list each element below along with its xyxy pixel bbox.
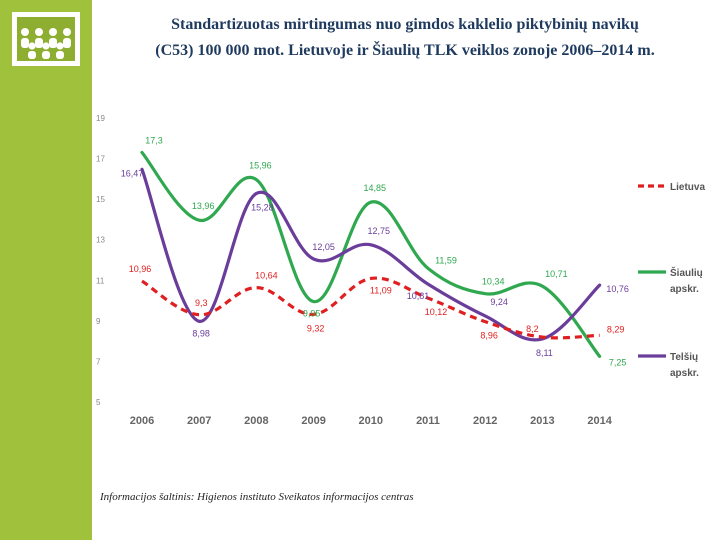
data-label: 13,96: [192, 201, 215, 211]
data-label: 15,28: [251, 202, 274, 212]
data-label: 10,64: [255, 271, 278, 281]
x-tick-label: 2013: [530, 415, 554, 427]
series-line-1: [140, 150, 602, 358]
legend-label: Šiaulių: [670, 266, 703, 279]
legend-label: Lietuva: [670, 182, 705, 193]
title-line-1: Standartizuotas mirtingumas nuo gimdos k…: [171, 16, 639, 33]
legend-label: apskr.: [670, 284, 699, 295]
y-tick-label: 5: [96, 398, 101, 407]
y-tick-label: 7: [96, 357, 101, 366]
data-label: 9,24: [490, 297, 508, 307]
y-tick-label: 15: [96, 195, 105, 204]
y-tick-label: 19: [96, 114, 105, 123]
data-label: 9,32: [307, 323, 325, 333]
data-label: 14,85: [364, 183, 387, 193]
x-tick-label: 2010: [359, 415, 383, 427]
x-tick-label: 2008: [244, 415, 268, 427]
data-label: 8,11: [536, 348, 553, 358]
data-label: 8,96: [480, 331, 498, 341]
x-tick-label: 2012: [473, 415, 497, 427]
series-line-2: [140, 167, 602, 342]
data-label: 12,75: [368, 226, 391, 236]
data-label: 17,3: [145, 135, 163, 145]
x-tick-label: 2006: [130, 415, 154, 427]
data-label: 10,76: [606, 284, 629, 294]
x-tick-label: 2011: [416, 415, 440, 427]
data-label: 10,71: [545, 269, 568, 279]
data-label: 8,98: [192, 328, 210, 338]
data-label: 7,25: [609, 357, 627, 367]
line-chart: 19 17 15 13 11 9 7 5 2006 2007 2008 2009 2010 2011 201…: [96, 114, 705, 427]
y-tick-label: 11: [96, 276, 105, 285]
data-label: 10,34: [482, 277, 505, 287]
data-label: 11,59: [435, 255, 457, 265]
series-line-0: [141, 276, 600, 340]
x-tick-label: 2014: [587, 415, 612, 427]
people-logo-icon: [21, 28, 71, 59]
data-label: 15,96: [249, 161, 272, 171]
data-label: 10,81: [407, 291, 430, 301]
legend-label: Telšių: [670, 352, 698, 363]
data-label: 9,3: [195, 298, 208, 308]
data-label: 10,12: [425, 307, 448, 317]
y-tick-label: 9: [96, 317, 101, 326]
x-tick-label: 2009: [301, 415, 325, 427]
slide-title: Standartizuotas mirtingumas nuo gimdos k…: [100, 12, 710, 64]
data-label: 16,47: [121, 168, 144, 178]
data-label: 9,95: [303, 309, 321, 319]
source-note: Informacijos šaltinis: Higienos institut…: [100, 491, 414, 503]
x-tick-label: 2007: [187, 415, 211, 427]
data-label: 12,05: [312, 242, 335, 252]
data-label: 10,96: [129, 264, 152, 274]
data-label: 11,09: [370, 285, 392, 295]
legend-label: apskr.: [670, 368, 699, 379]
logo: [12, 12, 80, 66]
y-tick-label: 13: [96, 236, 105, 245]
sidebar-band: [0, 0, 92, 540]
data-label: 8,29: [607, 324, 625, 334]
title-line-2: (C53) 100 000 mot. Lietuvoje ir Šiaulių …: [155, 42, 655, 59]
y-tick-label: 17: [96, 155, 105, 164]
data-label: 8,2: [526, 324, 539, 334]
